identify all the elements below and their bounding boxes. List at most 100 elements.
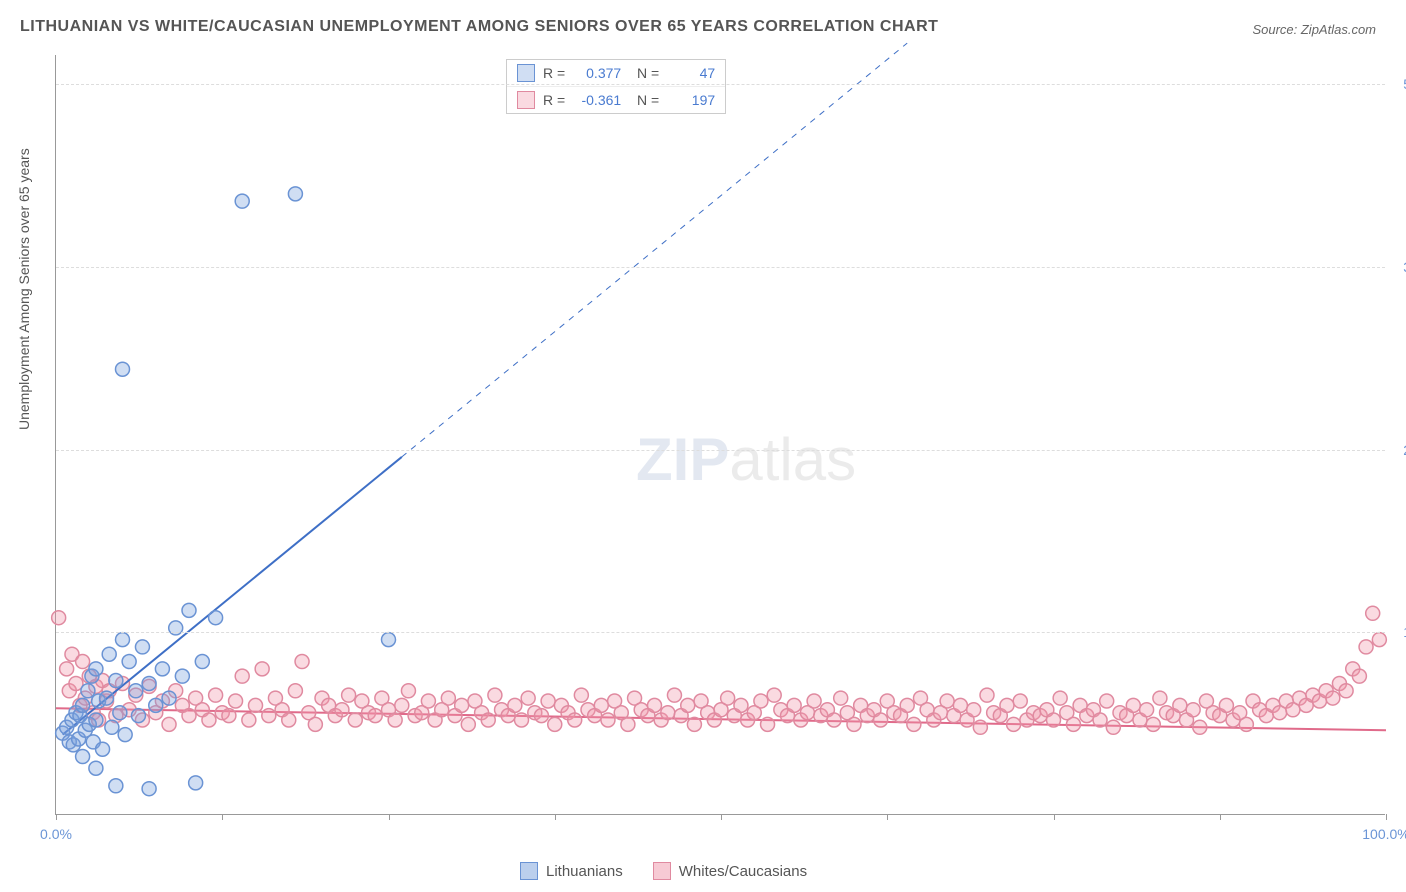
data-point	[761, 717, 775, 731]
data-point	[105, 720, 119, 734]
gridline	[56, 267, 1385, 268]
x-tick-label: 100.0%	[1362, 826, 1406, 842]
legend-swatch	[653, 862, 671, 880]
data-point	[388, 713, 402, 727]
data-point	[1013, 694, 1027, 708]
data-point	[461, 717, 475, 731]
data-point	[129, 684, 143, 698]
data-point	[142, 676, 156, 690]
data-point	[521, 691, 535, 705]
data-point	[122, 655, 136, 669]
data-point	[441, 691, 455, 705]
data-point	[900, 698, 914, 712]
data-point	[308, 717, 322, 731]
data-point	[1219, 698, 1233, 712]
data-point	[202, 713, 216, 727]
data-point	[235, 194, 249, 208]
data-point	[229, 694, 243, 708]
x-tick	[721, 814, 722, 820]
source-attribution: Source: ZipAtlas.com	[1252, 22, 1376, 37]
data-point	[601, 713, 615, 727]
data-point	[667, 688, 681, 702]
data-point	[102, 647, 116, 661]
data-point	[1106, 720, 1120, 734]
data-point	[155, 662, 169, 676]
data-point	[81, 684, 95, 698]
data-point	[1146, 717, 1160, 731]
data-point	[874, 713, 888, 727]
data-point	[621, 717, 635, 731]
data-point	[767, 688, 781, 702]
data-point	[76, 655, 90, 669]
data-point	[488, 688, 502, 702]
data-point	[594, 698, 608, 712]
data-point	[973, 720, 987, 734]
stats-swatch	[517, 64, 535, 82]
data-point	[60, 662, 74, 676]
data-point	[255, 662, 269, 676]
data-point	[109, 674, 123, 688]
data-point	[687, 717, 701, 731]
stats-row: R =-0.361 N =197	[507, 86, 725, 113]
data-point	[382, 633, 396, 647]
x-tick	[389, 814, 390, 820]
data-point	[235, 669, 249, 683]
x-tick	[887, 814, 888, 820]
data-point	[1352, 669, 1366, 683]
data-point	[76, 698, 90, 712]
x-tick	[1054, 814, 1055, 820]
data-point	[568, 713, 582, 727]
data-point	[348, 713, 362, 727]
data-point	[421, 694, 435, 708]
data-point	[182, 603, 196, 617]
data-point	[249, 698, 263, 712]
stats-box: R =0.377 N =47R =-0.361 N =197	[506, 59, 726, 114]
stat-r-label: R =	[543, 92, 565, 108]
gridline	[56, 84, 1385, 85]
data-point	[116, 633, 130, 647]
data-point	[288, 187, 302, 201]
data-point	[288, 684, 302, 698]
data-point	[368, 709, 382, 723]
data-point	[76, 750, 90, 764]
stat-r-value: -0.361	[573, 92, 621, 108]
data-point	[1339, 684, 1353, 698]
data-point	[481, 713, 495, 727]
x-tick-label: 0.0%	[40, 826, 72, 842]
legend-item: Lithuanians	[520, 862, 623, 880]
data-point	[295, 655, 309, 669]
stats-swatch	[517, 91, 535, 109]
x-tick	[56, 814, 57, 820]
legend: Lithuanians Whites/Caucasians	[520, 862, 807, 880]
data-point	[534, 709, 548, 723]
data-point	[953, 698, 967, 712]
data-point	[131, 709, 145, 723]
stats-row: R =0.377 N =47	[507, 60, 725, 86]
data-point	[1126, 698, 1140, 712]
data-point	[1366, 606, 1380, 620]
data-point	[100, 691, 114, 705]
data-point	[1140, 703, 1154, 717]
legend-item: Whites/Caucasians	[653, 862, 807, 880]
data-point	[222, 709, 236, 723]
data-point	[209, 611, 223, 625]
data-point	[1000, 698, 1014, 712]
data-point	[149, 698, 163, 712]
stat-n-value: 47	[667, 65, 715, 81]
data-point	[1053, 691, 1067, 705]
data-point	[96, 742, 110, 756]
data-point	[142, 782, 156, 796]
data-point	[1372, 633, 1386, 647]
data-point	[118, 728, 132, 742]
data-point	[116, 362, 130, 376]
data-point	[1007, 717, 1021, 731]
x-tick	[555, 814, 556, 820]
data-point	[1186, 703, 1200, 717]
x-tick	[1386, 814, 1387, 820]
data-point	[847, 717, 861, 731]
y-axis-label: Unemployment Among Seniors over 65 years	[16, 148, 32, 430]
data-point	[89, 713, 103, 727]
stat-r-label: R =	[543, 65, 565, 81]
stat-n-label: N =	[629, 65, 659, 81]
data-point	[1153, 691, 1167, 705]
